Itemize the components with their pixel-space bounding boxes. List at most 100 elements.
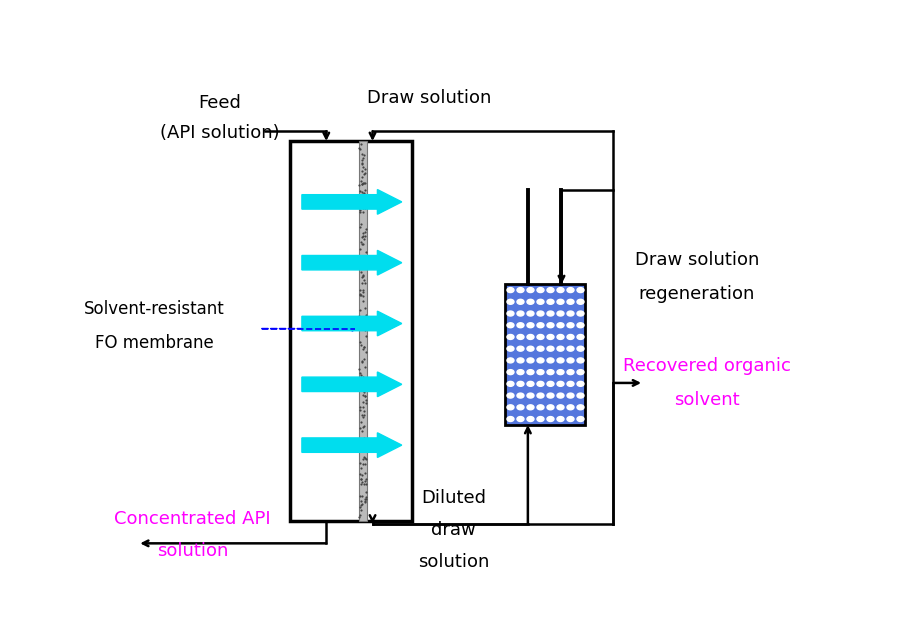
Point [353, 469, 367, 479]
Point [357, 391, 372, 401]
Circle shape [567, 381, 574, 387]
Point [357, 479, 372, 490]
FancyArrow shape [302, 251, 401, 275]
Point [357, 169, 371, 179]
Point [354, 474, 368, 484]
Circle shape [557, 393, 564, 398]
Text: solvent: solvent [674, 391, 740, 409]
Point [355, 426, 369, 437]
Circle shape [517, 358, 524, 363]
Point [358, 441, 373, 451]
Point [354, 463, 368, 473]
Text: Concentrated API: Concentrated API [114, 510, 270, 528]
Text: Feed: Feed [198, 94, 242, 112]
Circle shape [577, 323, 584, 328]
Text: Solvent-resistant: Solvent-resistant [84, 300, 224, 318]
Circle shape [527, 288, 534, 292]
Circle shape [507, 288, 514, 292]
Point [352, 318, 366, 328]
Point [357, 234, 371, 244]
Point [352, 180, 366, 190]
Circle shape [537, 299, 544, 304]
Circle shape [537, 323, 544, 328]
Point [358, 487, 373, 497]
Point [356, 231, 370, 241]
Point [354, 262, 368, 272]
Point [357, 178, 371, 188]
Point [353, 204, 367, 215]
Circle shape [577, 311, 584, 316]
Circle shape [527, 358, 534, 363]
Circle shape [547, 323, 554, 328]
Point [357, 354, 371, 365]
Point [356, 207, 370, 217]
Point [356, 296, 370, 306]
Circle shape [577, 358, 584, 363]
Point [355, 499, 369, 509]
Circle shape [537, 288, 544, 292]
Point [356, 287, 370, 297]
Point [357, 275, 372, 285]
Point [352, 512, 366, 522]
Circle shape [527, 381, 534, 387]
Circle shape [507, 299, 514, 304]
Circle shape [567, 405, 574, 410]
Point [355, 321, 369, 331]
Circle shape [577, 417, 584, 422]
Point [359, 395, 374, 405]
Circle shape [557, 299, 564, 304]
Point [355, 477, 369, 487]
Point [354, 479, 368, 489]
Point [355, 272, 369, 282]
Circle shape [507, 393, 514, 398]
Point [356, 231, 370, 242]
Circle shape [507, 346, 514, 351]
Point [358, 445, 373, 456]
Circle shape [537, 417, 544, 422]
Circle shape [527, 370, 534, 374]
Point [355, 238, 369, 249]
Circle shape [557, 417, 564, 422]
Circle shape [567, 370, 574, 374]
Point [357, 494, 372, 504]
Circle shape [577, 299, 584, 304]
Point [359, 479, 374, 489]
Circle shape [547, 335, 554, 340]
Point [356, 239, 370, 249]
Circle shape [507, 417, 514, 422]
Point [357, 421, 371, 431]
Circle shape [547, 370, 554, 374]
Point [359, 453, 374, 463]
Point [352, 304, 366, 315]
Circle shape [527, 335, 534, 340]
Circle shape [547, 299, 554, 304]
Circle shape [537, 358, 544, 363]
Point [357, 342, 372, 352]
Text: Draw solution: Draw solution [366, 89, 491, 107]
Point [353, 144, 367, 154]
Point [357, 387, 371, 397]
Point [353, 289, 367, 299]
Point [356, 166, 370, 176]
Point [356, 158, 370, 168]
Point [355, 172, 369, 182]
Circle shape [577, 335, 584, 340]
Point [356, 344, 370, 354]
Circle shape [517, 288, 524, 292]
Point [353, 244, 367, 254]
Point [357, 374, 371, 385]
Circle shape [507, 335, 514, 340]
Point [358, 325, 373, 335]
Point [354, 474, 368, 484]
Circle shape [547, 358, 554, 363]
Point [359, 324, 374, 335]
Circle shape [527, 346, 534, 351]
Circle shape [537, 370, 544, 374]
Point [353, 206, 367, 217]
Circle shape [517, 405, 524, 410]
FancyArrow shape [302, 311, 401, 336]
Circle shape [567, 393, 574, 398]
Circle shape [517, 370, 524, 374]
Point [356, 422, 370, 432]
Point [359, 398, 374, 408]
